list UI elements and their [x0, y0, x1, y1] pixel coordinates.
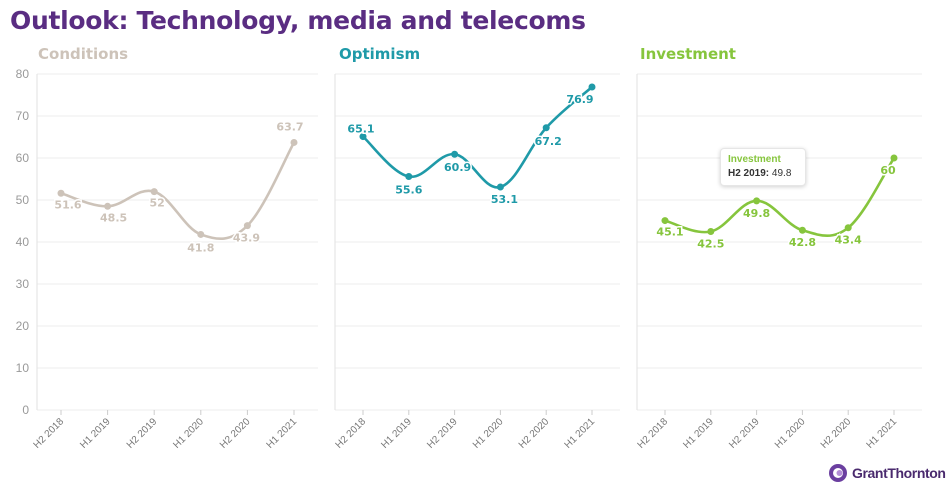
x-tick-label: H1 2021 [265, 416, 300, 451]
y-tick-label: 20 [16, 319, 30, 333]
data-label: 53.1 [491, 193, 518, 206]
data-label: 43.9 [233, 232, 260, 245]
data-point [197, 230, 205, 238]
x-tick-label: H1 2019 [379, 416, 414, 451]
data-label: 42.5 [697, 238, 724, 251]
x-tick-label: H1 2020 [471, 416, 506, 451]
panel-title: Optimism [339, 45, 420, 63]
y-tick-label: 70 [16, 109, 30, 123]
x-tick-label: H1 2021 [563, 416, 598, 451]
data-label: 49.8 [743, 207, 770, 220]
data-label: 65.1 [347, 123, 374, 136]
page-title: Outlook: Technology, media and telecoms [10, 6, 586, 35]
data-point [451, 150, 459, 158]
data-point [844, 224, 852, 232]
tooltip-title: Investment [728, 154, 781, 165]
x-tick-label: H1 2020 [773, 416, 808, 451]
data-point [542, 124, 550, 132]
tooltip-body: H2 2019: 49.8 [728, 168, 791, 179]
x-tick-label: H2 2018 [334, 416, 369, 451]
data-point [798, 226, 806, 234]
x-tick-label: H2 2020 [218, 416, 253, 451]
y-tick-label: 10 [16, 361, 30, 375]
data-point [150, 188, 158, 196]
y-tick-label: 60 [16, 151, 30, 165]
data-label: 42.8 [789, 236, 816, 249]
data-label: 76.9 [566, 93, 593, 106]
logo-icon [829, 464, 847, 482]
data-point [57, 189, 65, 197]
y-tick-label: 40 [16, 235, 30, 249]
data-label: 67.2 [535, 135, 562, 148]
data-point [661, 217, 669, 225]
data-label: 48.5 [100, 211, 127, 224]
y-tick-label: 0 [22, 403, 29, 417]
data-label: 41.8 [187, 241, 214, 254]
y-tick-label: 50 [16, 193, 30, 207]
data-point [104, 202, 112, 210]
data-point [405, 172, 413, 180]
data-point [753, 197, 761, 205]
x-tick-label: H2 2019 [425, 416, 460, 451]
x-tick-label: H1 2019 [681, 416, 716, 451]
data-label: 52 [150, 197, 165, 210]
x-tick-label: H2 2020 [819, 416, 854, 451]
data-label: 51.6 [54, 198, 81, 211]
data-label: 60 [880, 164, 896, 177]
data-point [359, 133, 367, 141]
y-tick-label: 30 [16, 277, 30, 291]
x-tick-label: H2 2019 [125, 416, 160, 451]
tooltip-value: 49.8 [771, 168, 792, 179]
data-point [290, 138, 298, 146]
x-tick-label: H2 2018 [32, 416, 67, 451]
data-point [707, 228, 715, 235]
data-label: 45.1 [656, 226, 683, 239]
data-label: 63.7 [276, 120, 303, 133]
tooltip-label: H2 2019: [728, 168, 770, 179]
series-line [59, 141, 296, 241]
logo-text: GrantThornton [852, 465, 946, 481]
panel-title: Conditions [38, 45, 128, 63]
data-point [890, 154, 898, 162]
data-point [588, 83, 596, 91]
x-tick-label: H2 2018 [636, 416, 671, 451]
data-point [243, 222, 251, 230]
x-tick-label: H1 2021 [865, 416, 900, 451]
x-tick-label: H2 2019 [727, 416, 762, 451]
data-label: 43.4 [835, 234, 862, 247]
data-label: 60.9 [444, 161, 471, 174]
data-point [496, 183, 504, 191]
y-tick-label: 80 [16, 67, 30, 81]
x-tick-label: H2 2020 [517, 416, 552, 451]
x-tick-label: H1 2019 [78, 416, 113, 451]
panel-title: Investment [640, 45, 736, 63]
tooltip: Investment H2 2019: 49.8 [720, 148, 806, 186]
data-label: 55.6 [395, 183, 422, 196]
x-tick-label: H1 2020 [171, 416, 206, 451]
